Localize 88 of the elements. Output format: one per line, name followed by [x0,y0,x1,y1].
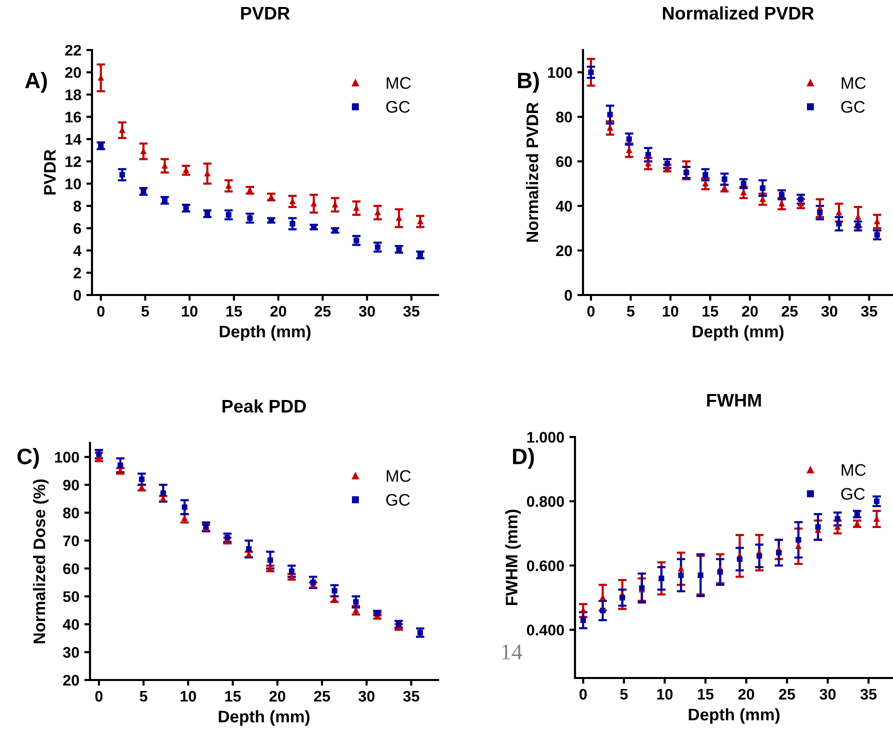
y-tick-label: 20 [556,245,572,256]
text: C) [17,448,39,469]
x-tick-label: 5 [620,688,628,700]
x-tick-label: 25 [782,306,798,317]
y-tick-label: 2 [74,268,81,278]
y-tick-label: 60 [63,563,79,574]
x-tick-label: 20 [742,306,758,317]
legend-label: GC [841,488,865,500]
y-tick-label: 0 [74,290,81,301]
chart-title: Normalized PVDR [662,6,814,20]
y-tick-label: 100 [548,67,572,78]
y-tick-label: 1.000 [527,432,564,443]
y-tick-label: 40 [556,200,572,212]
x-tick-label: 10 [180,690,196,702]
x-tick-label: 35 [860,688,877,700]
x-axis-title: Depth (mm) [220,325,310,341]
y-axis-title: FWHM (mm) [505,510,521,605]
x-tick-label: 30 [820,688,836,700]
y-tick-label: 8 [74,200,82,212]
y-tick-label: 40 [62,619,79,630]
x-tick-label: 20 [269,690,286,702]
x-tick-label: 15 [225,690,241,702]
y-tick-label: 80 [63,508,79,518]
legend-label: MC [842,464,866,476]
y-tick-label: 4 [73,245,82,256]
x-axis-title: Depth (mm) [692,325,784,341]
y-tick-label: 22 [65,44,81,56]
x-axis-title: Depth (mm) [688,708,780,724]
text: A) [25,72,47,93]
x-tick-label: 15 [702,306,718,317]
y-tick-label: 90 [63,480,79,491]
y-axis-title: PVDR [44,150,56,195]
x-tick-label: 30 [358,306,375,317]
x-tick-label: 20 [270,306,286,317]
y-tick-label: 50 [63,591,79,602]
x-tick-label: 0 [580,688,587,700]
x-tick-label: 25 [779,688,796,700]
x-tick-label: 5 [140,690,148,702]
y-tick-label: 30 [62,646,79,658]
y-tick-label: 16 [66,112,82,123]
y-tick-label: 0.400 [526,624,564,636]
y-tick-label: 100 [55,452,79,463]
y-axis-title: Normalized Dose (%) [33,479,49,644]
y-tick-label: 80 [556,112,572,123]
x-tick-label: 35 [861,306,878,317]
x-tick-label: 25 [314,306,331,317]
x-tick-label: 35 [403,306,420,317]
y-tick-label: 0.800 [526,496,564,507]
legend-label: MC [842,77,866,89]
legend-label: MC [386,77,411,89]
x-tick-label: 5 [626,306,635,317]
x-tick-label: 0 [95,690,103,702]
chart-title: FWHM [707,394,761,406]
y-tick-label: 6 [74,223,82,234]
x-tick-label: 15 [226,306,242,317]
y-tick-label: 0.600 [526,560,564,572]
x-tick-label: 25 [314,690,330,702]
x-axis-title: Depth (mm) [218,710,310,726]
chart-title: Peak PDD [222,399,306,413]
y-tick-label: 70 [63,535,79,546]
x-tick-label: 30 [358,690,374,702]
x-tick-label: 0 [587,306,595,317]
x-tick-label: 10 [182,306,198,317]
x-tick-label: 35 [403,690,420,702]
legend-label: MC [386,470,411,482]
y-tick-label: 0 [564,290,572,301]
text: B) [518,72,539,93]
y-tick-label: 20 [65,67,81,78]
y-axis-title: Normalized PVDR [526,102,538,242]
x-tick-label: 5 [141,306,150,317]
y-tick-label: 14 [66,134,82,145]
legend-label: GC [386,494,410,506]
x-tick-label: 30 [821,306,838,317]
text: D) [513,448,534,469]
x-tick-label: 20 [738,688,754,700]
y-tick-label: 20 [63,674,79,686]
chart-title: PVDR [241,7,290,20]
x-tick-label: 10 [657,688,673,700]
y-tick-label: 12 [66,156,81,167]
y-tick-label: 10 [66,178,81,190]
text: 14 [502,644,522,660]
x-tick-label: 0 [97,306,104,317]
y-tick-label: 60 [556,156,572,168]
legend-label: GC [841,100,865,113]
x-tick-label: 15 [698,688,714,700]
y-tick-label: 18 [66,89,82,100]
x-tick-label: 10 [662,306,678,317]
legend-label: GC [386,100,410,113]
